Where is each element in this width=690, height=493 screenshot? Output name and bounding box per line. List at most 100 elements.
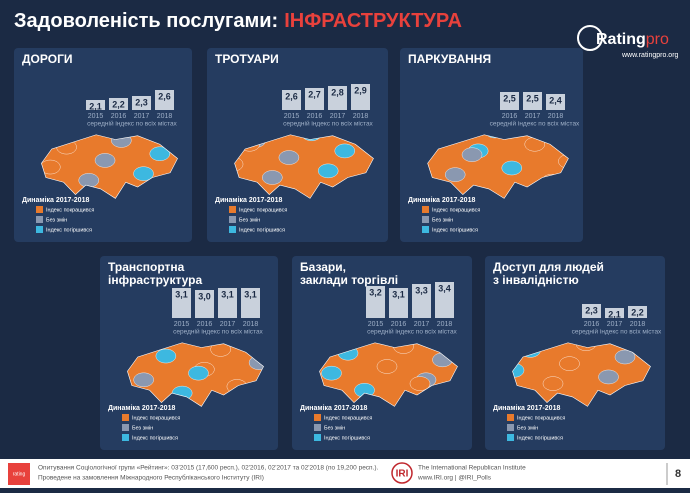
map-region xyxy=(598,369,619,385)
bar xyxy=(132,96,151,110)
bar xyxy=(282,90,301,110)
x-tick-label: 2015 xyxy=(88,113,104,120)
legend-swatch xyxy=(507,434,514,441)
value-label: 2,1 xyxy=(89,101,102,111)
legend-title: Динаміка 2017-2018 xyxy=(108,404,175,412)
x-tick-label: 2017 xyxy=(607,321,623,328)
x-tick-label: 2018 xyxy=(157,113,173,120)
x-tick-label: 2018 xyxy=(243,321,259,328)
legend-label: Індекс погіршився xyxy=(517,435,563,441)
map-outline xyxy=(512,342,651,407)
map-region xyxy=(376,359,398,374)
value-label: 2,2 xyxy=(631,307,644,317)
value-label: 2,8 xyxy=(331,87,344,97)
map-region xyxy=(210,342,231,357)
legend-swatch xyxy=(122,414,129,421)
panel-title: Транспортна xyxy=(108,260,185,274)
footer-badge-box xyxy=(8,463,30,485)
legend-swatch xyxy=(314,434,321,441)
x-tick-label: 2017 xyxy=(220,321,236,328)
legend-swatch xyxy=(122,424,129,431)
bar xyxy=(155,90,174,110)
value-label: 2,5 xyxy=(503,93,516,103)
bar xyxy=(241,288,260,318)
x-tick-label: 2016 xyxy=(197,321,213,328)
map-region xyxy=(334,143,355,159)
x-tick-label: 2018 xyxy=(630,321,646,328)
map-region xyxy=(461,147,483,162)
chart-subtitle: середній індекс по всіх містах xyxy=(367,328,457,336)
value-label: 2,3 xyxy=(585,305,598,315)
legend-swatch xyxy=(422,216,429,223)
x-tick-label: 2016 xyxy=(584,321,600,328)
map-outline xyxy=(41,134,178,199)
map-region xyxy=(149,146,171,161)
value-label: 2,6 xyxy=(285,91,298,101)
panel-title: ТРОТУАРИ xyxy=(215,52,279,66)
legend-label: Індекс погіршився xyxy=(132,435,178,441)
title-accent: ІНФРАСТРУКТУРА xyxy=(284,10,462,32)
bar xyxy=(305,88,324,110)
iri-text: The International Republican Institute xyxy=(418,465,526,472)
map-region xyxy=(559,356,580,371)
page-title: Задоволеність послугами: ІНФРАСТРУКТУРА xyxy=(14,10,462,32)
value-label: 2,3 xyxy=(135,97,148,107)
legend-swatch xyxy=(229,216,236,223)
x-tick-label: 2015 xyxy=(368,321,384,328)
value-label: 2,9 xyxy=(354,85,367,95)
bar xyxy=(328,86,347,110)
map-region xyxy=(409,376,431,391)
bar xyxy=(523,92,542,110)
x-tick-label: 2016 xyxy=(502,113,518,120)
value-label: 2,2 xyxy=(112,99,125,109)
chart-subtitle: середній індекс по всіх містах xyxy=(87,120,177,128)
x-tick-label: 2015 xyxy=(284,113,300,120)
x-tick-label: 2016 xyxy=(391,321,407,328)
chart-subtitle: середній індекс по всіх містах xyxy=(173,328,263,336)
legend-swatch xyxy=(314,424,321,431)
legend-label: Індекс погіршився xyxy=(324,435,370,441)
legend-swatch xyxy=(422,226,429,233)
map-region xyxy=(542,376,564,391)
x-tick-label: 2017 xyxy=(525,113,541,120)
map-region xyxy=(558,154,569,169)
value-label: 2,4 xyxy=(549,95,562,105)
chart-subtitle: середній індекс по всіх містах xyxy=(283,120,373,128)
legend-label: Без змін xyxy=(432,217,453,223)
logo-suffix: pro xyxy=(646,31,669,48)
map-region xyxy=(262,170,283,185)
value-label: 3,4 xyxy=(438,283,451,293)
value-label: 2,1 xyxy=(608,309,621,319)
x-tick-label: 2015 xyxy=(174,321,190,328)
logo-ring xyxy=(577,25,603,51)
legend-label: Індекс погіршився xyxy=(46,227,92,233)
legend-label: Індекс погіршився xyxy=(239,227,285,233)
logo: Ratingpro xyxy=(596,31,669,48)
legend-label: Без змін xyxy=(46,217,67,223)
footer-badge: rating xyxy=(13,471,26,477)
bar xyxy=(172,288,191,318)
legend-swatch xyxy=(122,434,129,441)
bar xyxy=(351,84,370,110)
bar xyxy=(195,290,214,318)
legend-title: Динаміка 2017-2018 xyxy=(408,196,475,204)
map-outline xyxy=(427,134,569,199)
legend-label: Індекс покращився xyxy=(432,207,480,213)
value-label: 2,7 xyxy=(308,89,321,99)
x-tick-label: 2017 xyxy=(134,113,150,120)
legend-swatch xyxy=(36,216,43,223)
value-label: 3,1 xyxy=(175,289,188,299)
value-label: 2,6 xyxy=(158,91,171,101)
map-region xyxy=(444,167,466,182)
map-region xyxy=(614,349,636,365)
map-region xyxy=(484,134,506,139)
footer-text: Проведене на замовлення Міжнародного Рес… xyxy=(38,474,264,482)
legend-label: Без змін xyxy=(517,425,538,431)
legend-label: Індекс покращився xyxy=(517,415,565,421)
footer-text: Опитування Соціологічної групи «Рейтинг»… xyxy=(38,464,379,472)
map-region xyxy=(278,150,300,165)
legend-swatch xyxy=(229,206,236,213)
footer-bar xyxy=(0,459,690,488)
legend-label: Без змін xyxy=(132,425,153,431)
